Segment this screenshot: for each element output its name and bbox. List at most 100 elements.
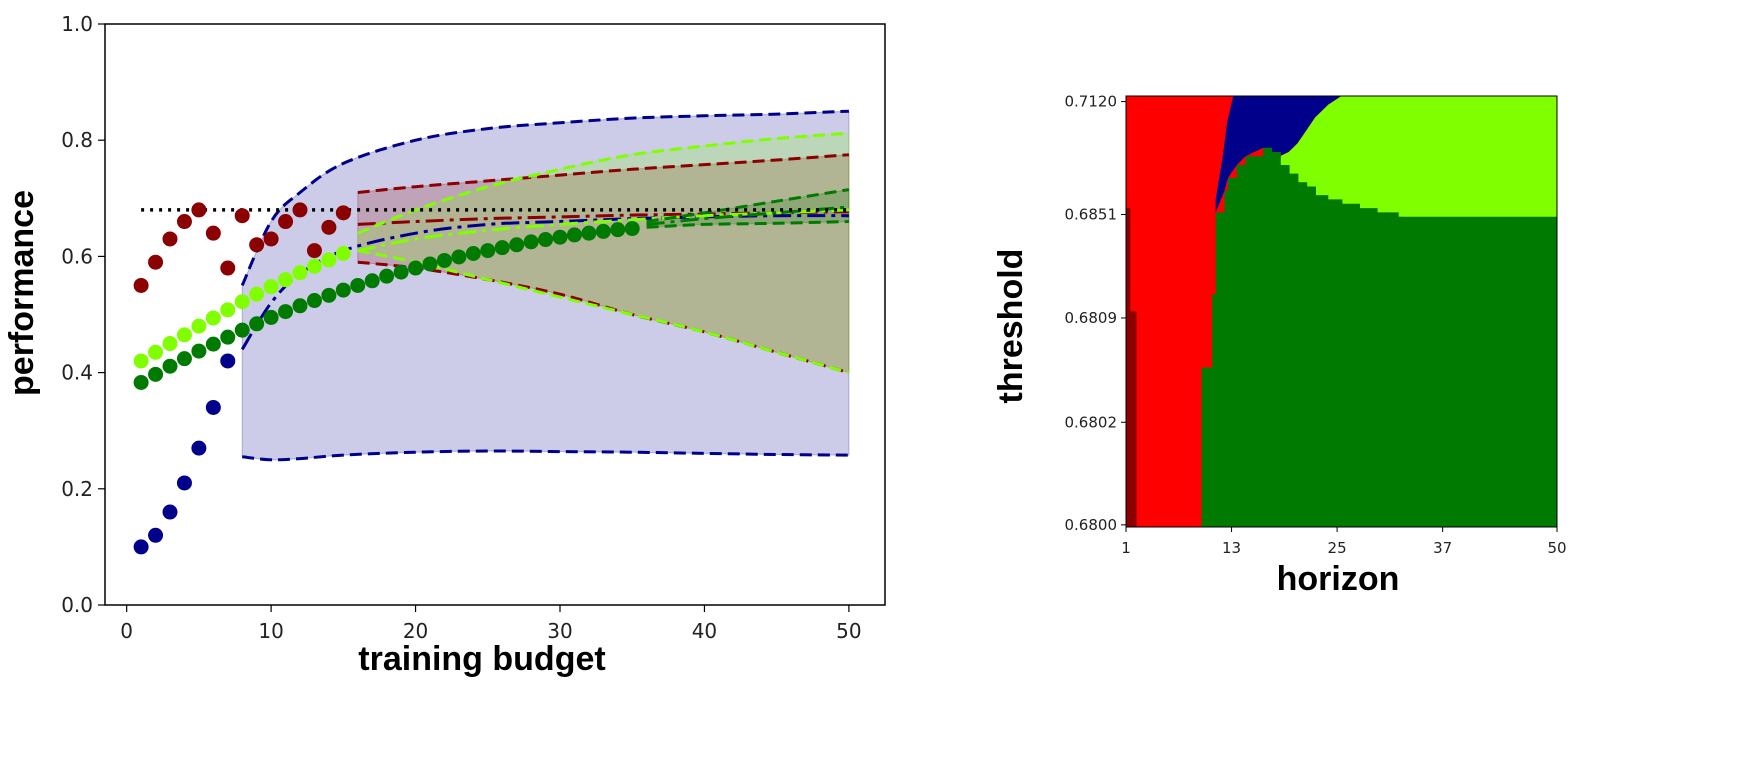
heatmap-x-tick-label: 13	[1222, 539, 1241, 557]
data-point-0-2	[162, 504, 178, 520]
region-green	[1201, 147, 1557, 527]
data-point-3-17	[379, 268, 395, 284]
forecast-upper-line-1	[357, 153, 850, 194]
data-point-1-0	[133, 277, 149, 293]
data-point-1-3	[176, 214, 192, 230]
heatmap-y-tick-label: 0.7120	[1065, 93, 1118, 111]
heatmap-x-tick-label: 37	[1433, 539, 1452, 557]
data-point-3-29	[552, 229, 568, 245]
data-point-2-12	[306, 258, 322, 274]
heatmap-y-tick-label: 0.6809	[1065, 309, 1118, 327]
data-point-0-5	[205, 399, 221, 415]
data-point-3-5	[205, 336, 221, 352]
data-point-0-1	[148, 527, 164, 543]
y-tick-label: 0.8	[61, 128, 93, 152]
data-point-3-30	[566, 227, 582, 243]
data-point-1-13	[321, 219, 337, 235]
data-point-3-1	[148, 366, 164, 382]
data-point-3-2	[162, 358, 178, 374]
forecast-upper-line-2	[357, 131, 850, 235]
data-point-2-10	[278, 272, 294, 288]
data-point-3-10	[278, 304, 294, 320]
x-tick-label: 30	[547, 619, 572, 643]
x-axis-label: training budget	[358, 640, 605, 678]
data-point-2-1	[148, 344, 164, 360]
data-point-3-14	[335, 282, 351, 298]
forecast-mean-line-2	[357, 208, 849, 253]
data-point-0-4	[191, 440, 207, 456]
data-point-2-8	[249, 286, 265, 302]
data-point-1-9	[263, 231, 279, 247]
data-point-3-12	[306, 293, 322, 309]
data-point-3-24	[480, 243, 496, 259]
plot-frame	[104, 23, 886, 606]
data-point-3-0	[133, 374, 149, 390]
heatmap-x-tick-label: 25	[1328, 539, 1347, 557]
x-tick-label: 0	[120, 619, 133, 643]
data-point-2-4	[191, 318, 207, 334]
data-point-3-21	[436, 252, 452, 268]
data-point-1-10	[278, 214, 294, 230]
data-point-2-9	[263, 279, 279, 295]
y-tick-label: 0.2	[61, 477, 93, 501]
forecast-lower-line-0	[242, 449, 849, 462]
data-point-1-8	[249, 237, 265, 253]
threshold-heatmap: 1 13 25 37 50 0.7120 0.6851 0.6809 0.6802 0.6800…	[992, 93, 1567, 598]
data-point-3-3	[176, 351, 192, 367]
data-point-1-2	[162, 231, 178, 247]
data-point-3-16	[364, 273, 380, 289]
heatmap-frame	[1125, 95, 1558, 528]
heatmap-x-tick-label: 50	[1547, 539, 1566, 557]
data-point-2-0	[133, 353, 149, 369]
data-point-2-2	[162, 336, 178, 352]
data-point-3-11	[292, 298, 308, 314]
data-point-3-31	[581, 225, 597, 241]
data-point-3-23	[465, 245, 481, 261]
data-point-1-1	[148, 254, 164, 270]
data-point-3-4	[191, 343, 207, 359]
region-lime	[1266, 96, 1557, 226]
data-point-3-6	[220, 329, 236, 345]
data-point-3-9	[263, 309, 279, 325]
data-point-3-18	[393, 264, 409, 280]
data-point-2-11	[292, 265, 308, 281]
x-tick-label: 10	[258, 619, 283, 643]
y-tick-label: 0.0	[61, 593, 93, 617]
data-point-3-20	[422, 256, 438, 272]
data-point-3-34	[624, 221, 640, 237]
data-point-1-11	[292, 202, 308, 218]
data-point-0-0	[133, 539, 149, 555]
data-point-3-33	[610, 222, 626, 238]
data-point-1-5	[205, 225, 221, 241]
x-tick-label: 20	[403, 619, 428, 643]
data-point-1-7	[234, 208, 250, 224]
data-point-3-22	[451, 249, 467, 265]
data-point-3-7	[234, 322, 250, 338]
data-point-1-12	[306, 243, 322, 259]
data-point-3-27	[523, 234, 539, 250]
data-point-3-19	[408, 260, 424, 276]
data-point-3-13	[321, 287, 337, 303]
data-point-3-8	[249, 316, 265, 332]
data-point-3-15	[350, 277, 366, 293]
data-point-2-3	[176, 327, 192, 343]
data-point-1-4	[191, 202, 207, 218]
region-dark-red	[1126, 208, 1137, 527]
x-tick-label: 50	[836, 619, 861, 643]
data-point-3-32	[595, 223, 611, 239]
heatmap-x-tick-label: 1	[1121, 539, 1131, 557]
forecast-upper-line-0	[240, 109, 849, 287]
data-point-3-28	[538, 232, 554, 248]
heatmap-y-tick-label: 0.6851	[1065, 206, 1118, 224]
forecast-lower-line-3	[646, 220, 849, 229]
data-point-2-13	[321, 252, 337, 268]
data-point-0-3	[176, 475, 192, 491]
data-point-0-6	[220, 353, 236, 369]
data-point-1-14	[335, 205, 351, 221]
data-point-2-5	[205, 310, 221, 326]
heatmap-y-axis-label: threshold	[992, 249, 1030, 404]
heatmap-y-tick-label: 0.6802	[1065, 413, 1118, 431]
y-tick-label: 0.4	[61, 361, 93, 385]
data-point-2-14	[335, 245, 351, 261]
